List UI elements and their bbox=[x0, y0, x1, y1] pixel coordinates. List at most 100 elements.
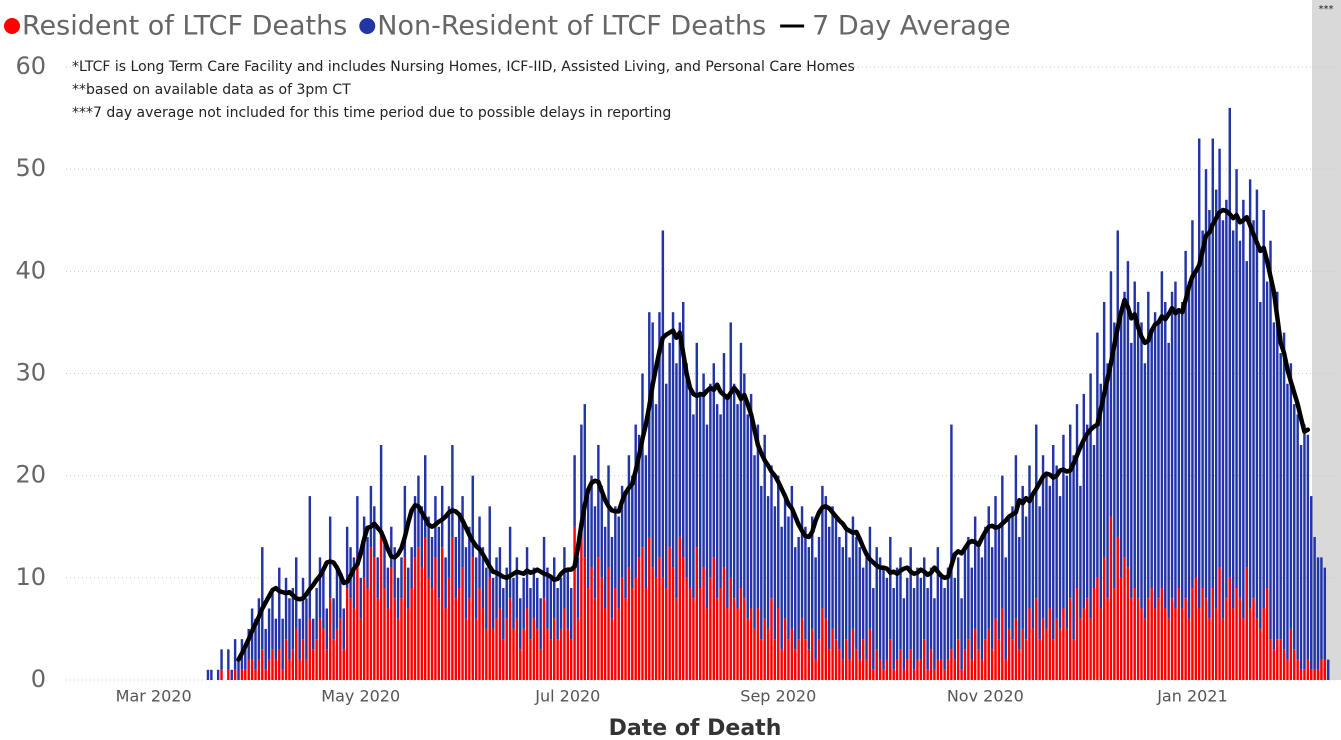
bar bbox=[1058, 628, 1062, 680]
bar bbox=[1262, 210, 1265, 609]
bar bbox=[1001, 608, 1004, 680]
bar bbox=[984, 639, 987, 680]
bar bbox=[950, 649, 953, 680]
bar bbox=[267, 659, 271, 680]
bar bbox=[1004, 557, 1007, 660]
bar bbox=[227, 649, 230, 670]
bar bbox=[807, 649, 811, 680]
bar bbox=[274, 618, 278, 660]
bar bbox=[1306, 659, 1310, 680]
bar bbox=[1269, 240, 1272, 640]
bar bbox=[1286, 659, 1289, 680]
bar bbox=[1075, 404, 1079, 589]
legend-marker[interactable] bbox=[4, 18, 20, 34]
bar bbox=[1035, 598, 1038, 680]
bar bbox=[457, 516, 461, 589]
bar bbox=[390, 526, 393, 568]
bar bbox=[468, 526, 471, 599]
bar bbox=[474, 557, 478, 619]
bar bbox=[1174, 281, 1177, 609]
bar bbox=[980, 659, 984, 680]
bar bbox=[505, 618, 508, 680]
bar bbox=[878, 557, 882, 660]
bar bbox=[960, 598, 963, 670]
bar bbox=[929, 649, 933, 680]
bar bbox=[529, 639, 532, 680]
bar bbox=[291, 649, 295, 680]
bar bbox=[339, 618, 342, 680]
bar bbox=[644, 455, 648, 589]
bar bbox=[1055, 618, 1058, 680]
bar bbox=[1265, 588, 1269, 680]
bar bbox=[288, 659, 291, 680]
bar bbox=[515, 557, 519, 619]
bar bbox=[1085, 424, 1089, 599]
bar bbox=[1299, 445, 1303, 670]
bar bbox=[665, 383, 668, 589]
legend-label[interactable]: Non-Resident of LTCF Deaths bbox=[377, 11, 766, 42]
bar bbox=[359, 577, 362, 619]
bar bbox=[648, 536, 651, 680]
bar bbox=[1096, 332, 1099, 578]
bar bbox=[838, 536, 841, 650]
bar bbox=[794, 649, 797, 680]
bar bbox=[902, 669, 906, 680]
bar bbox=[933, 669, 936, 680]
bar bbox=[318, 618, 322, 680]
bar bbox=[261, 649, 264, 680]
x-tick-label: Sep 2020 bbox=[740, 687, 816, 706]
bar bbox=[953, 577, 957, 660]
bar bbox=[512, 577, 515, 629]
bar bbox=[491, 577, 495, 629]
bar bbox=[403, 485, 407, 558]
bar bbox=[488, 577, 491, 680]
bar bbox=[1150, 332, 1153, 589]
bar bbox=[1133, 588, 1136, 680]
bar bbox=[617, 516, 620, 609]
bar bbox=[763, 434, 766, 619]
bar bbox=[396, 577, 400, 619]
bar bbox=[583, 557, 587, 680]
bar bbox=[685, 577, 688, 680]
bar bbox=[610, 536, 614, 619]
bar bbox=[1235, 169, 1238, 589]
bar bbox=[1143, 363, 1147, 619]
legend-label[interactable]: Resident of LTCF Deaths bbox=[22, 11, 347, 42]
bar bbox=[478, 588, 481, 680]
bar bbox=[722, 353, 726, 568]
bar bbox=[318, 557, 322, 619]
bar bbox=[1303, 669, 1306, 680]
bar bbox=[1085, 598, 1089, 680]
bar bbox=[325, 608, 329, 650]
bar bbox=[1238, 240, 1242, 599]
bar bbox=[1228, 577, 1231, 680]
legend-marker[interactable] bbox=[359, 18, 376, 34]
bar bbox=[875, 649, 878, 680]
bar bbox=[851, 628, 855, 680]
bar bbox=[566, 628, 570, 680]
bar bbox=[1028, 608, 1031, 680]
bar bbox=[631, 475, 634, 589]
bar bbox=[783, 618, 787, 680]
bar bbox=[583, 404, 587, 558]
bar bbox=[1001, 475, 1004, 609]
legend-label[interactable]: 7 Day Average bbox=[812, 11, 1011, 42]
bar bbox=[1072, 455, 1075, 640]
bar bbox=[994, 618, 997, 680]
bar bbox=[519, 649, 522, 680]
bar bbox=[447, 506, 451, 578]
annotations: *LTCF is Long Term Care Facility and inc… bbox=[72, 59, 855, 121]
bar bbox=[573, 455, 576, 527]
bar bbox=[576, 557, 580, 619]
bar bbox=[895, 659, 899, 680]
bar bbox=[1133, 281, 1136, 589]
bar bbox=[705, 608, 709, 680]
bar bbox=[1065, 475, 1069, 629]
bar bbox=[407, 567, 410, 609]
bar bbox=[1106, 598, 1109, 680]
bar bbox=[766, 628, 770, 680]
bar bbox=[912, 588, 916, 670]
y-tick-label: 60 bbox=[15, 52, 46, 80]
bar bbox=[654, 404, 658, 578]
bar bbox=[960, 669, 963, 680]
